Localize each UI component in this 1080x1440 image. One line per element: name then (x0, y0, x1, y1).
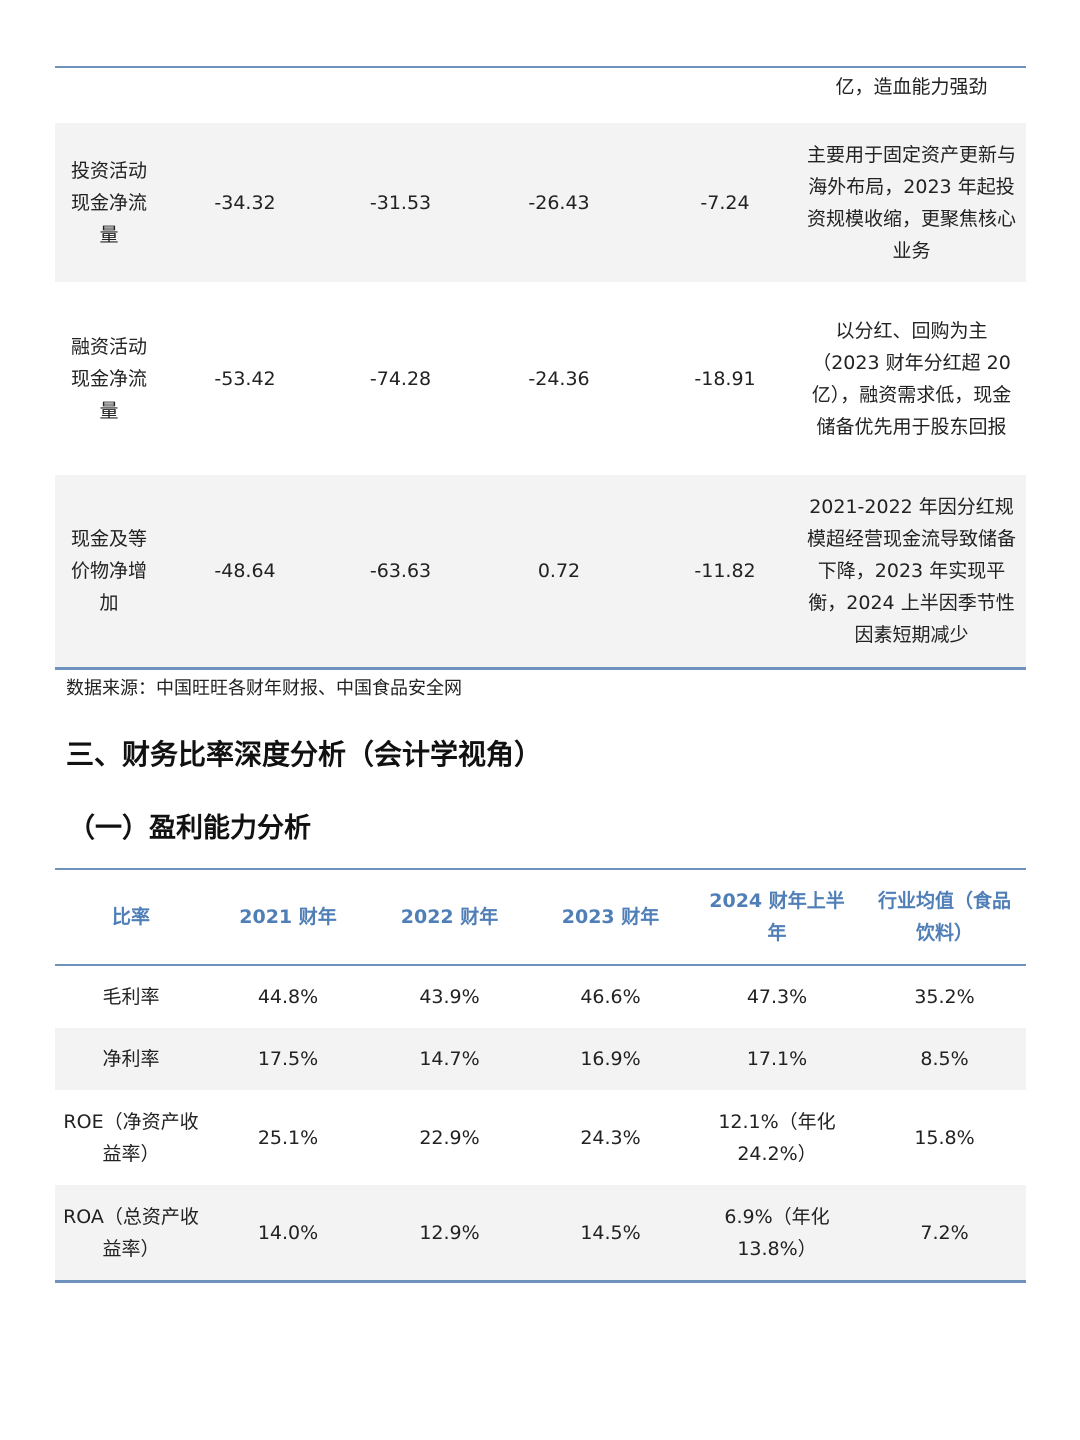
header-2024h1: 2024 财年上半年 (691, 869, 863, 966)
cell-industry-avg: 15.8% (914, 1126, 975, 1149)
table-row: ROA（总资产收益率） 14.0% 12.9% 14.5% 6.9%（年化13.… (55, 1185, 1026, 1282)
table-row: 毛利率 44.8% 43.9% 46.6% 47.3% 35.2% (55, 965, 1026, 1028)
cell-2021: 14.0% (207, 1185, 369, 1282)
cell-2023: 24.3% (580, 1126, 641, 1149)
ratio-name: 净利率 (55, 1028, 207, 1090)
table-header-row: 比率 2021 财年 2022 财年 2023 财年 2024 财年上半年 行业… (55, 869, 1026, 966)
ratio-name: 毛利率 (102, 986, 160, 1008)
cell-2024h1: 12.1%（年化24.2%） (718, 1110, 836, 1165)
header-ratio: 比率 (55, 869, 207, 966)
row-label: 现金及等价物净增加 (70, 528, 147, 614)
cell-2021: 25.1% (257, 1126, 319, 1149)
cell-2022: -74.28 (369, 367, 432, 390)
cell-2022: -31.53 (328, 123, 473, 282)
section-heading: 三、财务比率深度分析（会计学视角） (66, 738, 543, 771)
cell-note: 以分红、回购为主（2023 财年分红超 20 亿），融资需求低，现金储备优先用于… (811, 319, 1012, 438)
cell-2023: 14.5% (530, 1185, 691, 1282)
cell-2023: 46.6% (580, 986, 641, 1008)
row-label: 融资活动现金净流量 (70, 335, 147, 422)
table-row: 净利率 17.5% 14.7% 16.9% 17.1% 8.5% (55, 1028, 1026, 1090)
subsection-heading: （一）盈利能力分析 (68, 813, 311, 844)
header-2023: 2023 财年 (530, 869, 691, 966)
cell-2024h1: -11.82 (645, 475, 805, 669)
header-2022: 2022 财年 (369, 869, 530, 966)
cell-2023: 0.72 (473, 475, 645, 669)
cell-2023: 16.9% (530, 1028, 691, 1090)
table-row: 现金及等价物净增加 -48.64 -63.63 0.72 -11.82 2021… (55, 475, 1026, 669)
cell-2023: -26.43 (473, 123, 645, 282)
table-row: 融资活动现金净流量 -53.42 -74.28 -24.36 -18.91 以分… (55, 282, 1026, 475)
row-label: 投资活动现金净流量 (70, 159, 147, 246)
cell-2022: 22.9% (419, 1126, 480, 1149)
cell-2024h1: -18.91 (694, 367, 756, 390)
cashflow-table: 亿，造血能力强劲 投资活动现金净流量 -34.32 -31.53 -26.43 … (55, 66, 1026, 670)
cell-2021: -34.32 (162, 123, 328, 282)
cell-industry-avg: 35.2% (914, 986, 975, 1008)
table-row: ROE（净资产收益率） 25.1% 22.9% 24.3% 12.1%（年化24… (55, 1090, 1026, 1185)
cell-industry-avg: 8.5% (863, 1028, 1026, 1090)
profitability-table: 比率 2021 财年 2022 财年 2023 财年 2024 财年上半年 行业… (55, 868, 1026, 1283)
cell-2022: 12.9% (369, 1185, 530, 1282)
cell-note: 2021-2022 年因分红规模超经营现金流导致储备下降，2023 年实现平衡，… (805, 475, 1026, 669)
ratio-name: ROA（总资产收益率） (55, 1185, 207, 1282)
cell-note: 亿，造血能力强劲 (835, 76, 988, 98)
cell-2024h1: -7.24 (645, 123, 805, 282)
cell-2023 (473, 67, 645, 123)
cell-2024h1: 47.3% (746, 986, 808, 1008)
cell-2024h1: 17.1% (691, 1028, 863, 1090)
cell-2022: -63.63 (328, 475, 473, 669)
cell-2021: -53.42 (214, 367, 276, 390)
cell-2024h1 (645, 67, 805, 123)
cell-2021 (162, 67, 328, 123)
cell-2021: -48.64 (162, 475, 328, 669)
cell-2021: 17.5% (207, 1028, 369, 1090)
ratio-name: ROE（净资产收益率） (63, 1110, 199, 1165)
cell-2021: 44.8% (257, 986, 319, 1008)
cell-industry-avg: 7.2% (863, 1185, 1026, 1282)
header-industry-avg: 行业均值（食品饮料） (863, 869, 1026, 966)
cell-2022: 14.7% (369, 1028, 530, 1090)
cell-2022: 43.9% (419, 986, 480, 1008)
cell-2023: -24.36 (528, 367, 590, 390)
cell-2022 (328, 67, 473, 123)
cell-note: 主要用于固定资产更新与海外布局，2023 年起投资规模收缩，更聚焦核心业务 (805, 123, 1026, 282)
cell-2024h1: 6.9%（年化13.8%） (691, 1185, 863, 1282)
table-row: 投资活动现金净流量 -34.32 -31.53 -26.43 -7.24 主要用… (55, 123, 1026, 282)
header-2021: 2021 财年 (207, 869, 369, 966)
table-row: 亿，造血能力强劲 (55, 67, 1026, 123)
data-source-note: 数据来源：中国旺旺各财年财报、中国食品安全网 (66, 678, 462, 699)
